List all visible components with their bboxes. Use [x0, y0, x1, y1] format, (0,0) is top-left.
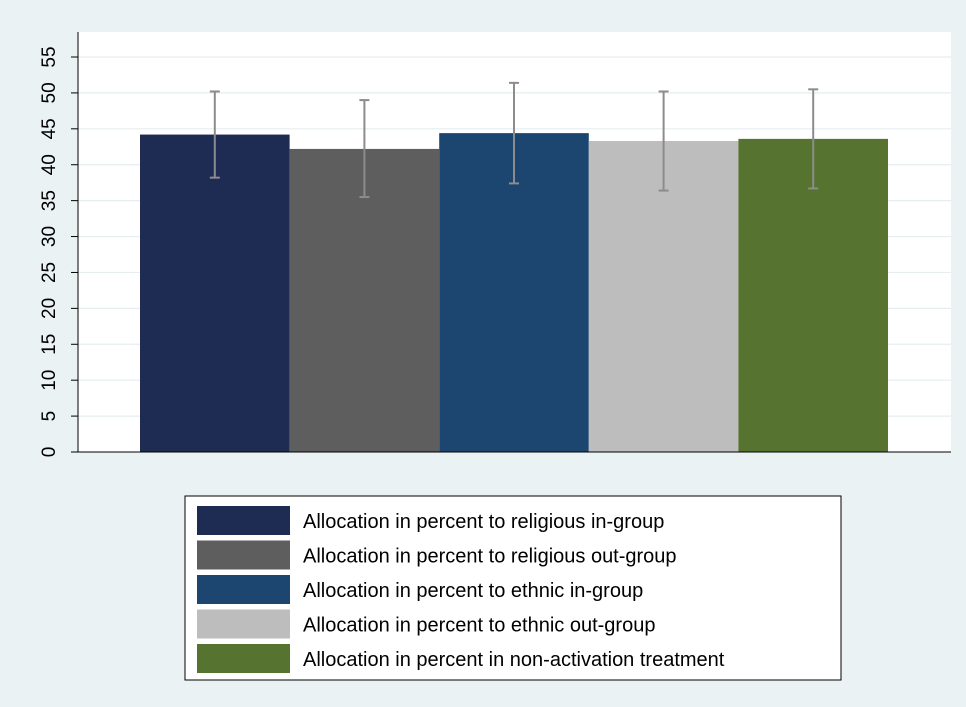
- bar: [289, 148, 440, 452]
- bar: [588, 141, 739, 452]
- legend-box: [184, 495, 842, 681]
- legend-swatch: [197, 506, 290, 535]
- y-tick-label: 35: [39, 190, 60, 211]
- legend-swatch: [197, 609, 290, 639]
- y-tick-label: 50: [39, 82, 60, 103]
- y-tick-label: 55: [39, 46, 60, 67]
- bars: [140, 133, 888, 453]
- legend-label: Allocation in percent to religious out-g…: [303, 546, 677, 568]
- y-axis-ticks: [71, 56, 78, 453]
- y-tick-label: 10: [39, 370, 60, 391]
- bar: [140, 134, 290, 452]
- y-tick-label: 40: [39, 154, 60, 175]
- bar: [439, 133, 589, 453]
- legend: Allocation in percent to religious in-gr…: [184, 495, 842, 681]
- legend-swatch: [197, 644, 290, 673]
- bar: [738, 138, 888, 452]
- legend-label: Allocation in percent in non-activation …: [303, 649, 725, 671]
- legend-label: Allocation in percent to religious in-gr…: [303, 511, 664, 533]
- y-tick-label: 0: [39, 447, 60, 458]
- y-tick-label: 25: [39, 262, 60, 283]
- legend-swatch: [197, 575, 290, 604]
- y-axis-tick-labels: 0 5 10 15 20 25 30 35 40 45 50 55: [39, 46, 60, 457]
- y-tick-label: 45: [39, 118, 60, 139]
- y-tick-label: 30: [39, 226, 60, 247]
- legend-label: Allocation in percent to ethnic out-grou…: [303, 615, 655, 637]
- y-tick-label: 15: [39, 334, 60, 355]
- legend-swatch: [197, 540, 290, 570]
- y-tick-label: 5: [39, 411, 60, 422]
- error-bars: [209, 81, 819, 199]
- y-tick-label: 20: [39, 298, 60, 319]
- legend-label: Allocation in percent to ethnic in-group: [303, 580, 643, 602]
